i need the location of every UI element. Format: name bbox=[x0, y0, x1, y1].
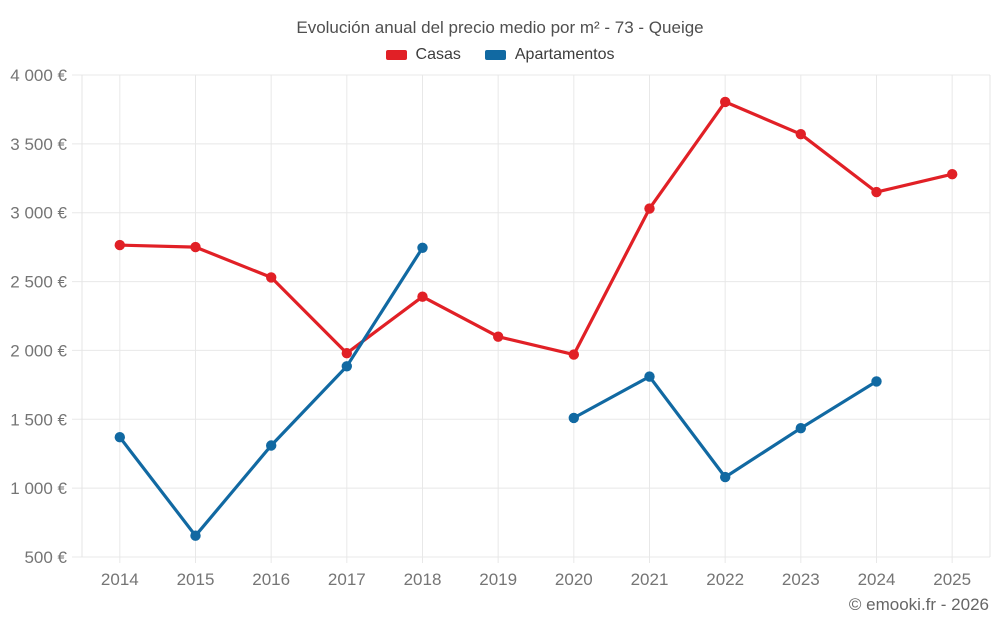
data-point-apartamentos-2021[interactable] bbox=[644, 371, 655, 382]
data-point-casas-2020[interactable] bbox=[568, 349, 579, 360]
x-axis-tick-label: 2021 bbox=[631, 570, 669, 589]
data-point-casas-2024[interactable] bbox=[871, 186, 882, 198]
data-point-casas-2015[interactable] bbox=[190, 241, 201, 253]
x-axis-tick-label: 2018 bbox=[404, 570, 442, 589]
chart-title: Evolución anual del precio medio por m² … bbox=[296, 18, 704, 37]
data-point-casas-2014[interactable] bbox=[114, 239, 126, 251]
x-axis-tick-label: 2022 bbox=[706, 570, 744, 589]
x-axis-tick-label: 2015 bbox=[177, 570, 215, 589]
series-line-casas bbox=[118, 100, 954, 357]
y-axis-tick-label: 2 000 € bbox=[10, 341, 67, 360]
data-point-apartamentos-2022[interactable] bbox=[720, 471, 731, 483]
legend-item-casas[interactable]: Casas bbox=[385, 46, 461, 64]
x-axis-tick-label: 2020 bbox=[555, 570, 593, 589]
data-point-casas-2021[interactable] bbox=[644, 203, 655, 214]
data-point-apartamentos-2014[interactable] bbox=[114, 432, 126, 443]
y-axis-tick-label: 2 500 € bbox=[10, 273, 67, 292]
x-axis-tick-label: 2019 bbox=[479, 570, 517, 589]
copyright: © emooki.fr - 2026 bbox=[848, 595, 989, 614]
x-axis-tick-label: 2017 bbox=[328, 570, 366, 589]
data-point-casas-2016[interactable] bbox=[266, 272, 277, 283]
data-point-casas-2023[interactable] bbox=[795, 129, 806, 140]
apartamentos-legend-swatch bbox=[484, 50, 506, 60]
data-point-casas-2019[interactable] bbox=[493, 331, 504, 342]
y-axis-tick-label: 3 500 € bbox=[10, 135, 67, 154]
data-point-apartamentos-2016[interactable] bbox=[266, 440, 277, 451]
casas-legend-label: Casas bbox=[415, 46, 461, 63]
data-point-casas-2022[interactable] bbox=[720, 96, 731, 108]
data-point-casas-2017[interactable] bbox=[341, 348, 352, 359]
y-axis-tick-label: 500 € bbox=[24, 548, 67, 567]
y-axis-tick-label: 1 000 € bbox=[10, 479, 67, 498]
data-point-apartamentos-2015[interactable] bbox=[190, 530, 201, 541]
y-axis-tick-label: 3 000 € bbox=[10, 204, 67, 223]
y-axis-tick-label: 1 500 € bbox=[10, 410, 67, 429]
x-axis-tick-label: 2025 bbox=[933, 570, 971, 589]
data-point-apartamentos-2017[interactable] bbox=[341, 361, 352, 372]
legend-item-apartamentos[interactable]: Apartamentos bbox=[484, 46, 615, 64]
x-axis-tick-label: 2023 bbox=[782, 570, 820, 589]
data-point-apartamentos-2023[interactable] bbox=[795, 423, 806, 434]
x-axis-tick-label: 2024 bbox=[858, 570, 896, 589]
data-point-apartamentos-2018[interactable] bbox=[417, 242, 428, 253]
data-point-apartamentos-2020[interactable] bbox=[568, 412, 579, 424]
casas-legend-swatch bbox=[385, 50, 407, 60]
x-axis-tick-label: 2014 bbox=[101, 570, 139, 589]
data-point-apartamentos-2024[interactable] bbox=[871, 376, 882, 387]
y-axis-tick-label: 4 000 € bbox=[10, 66, 67, 85]
x-axis-tick-label: 2016 bbox=[252, 570, 290, 589]
data-point-casas-2025[interactable] bbox=[947, 169, 958, 180]
chart-legend: Casas Apartamentos bbox=[0, 46, 1000, 64]
data-point-casas-2018[interactable] bbox=[417, 291, 428, 302]
apartamentos-legend-label: Apartamentos bbox=[514, 46, 615, 63]
